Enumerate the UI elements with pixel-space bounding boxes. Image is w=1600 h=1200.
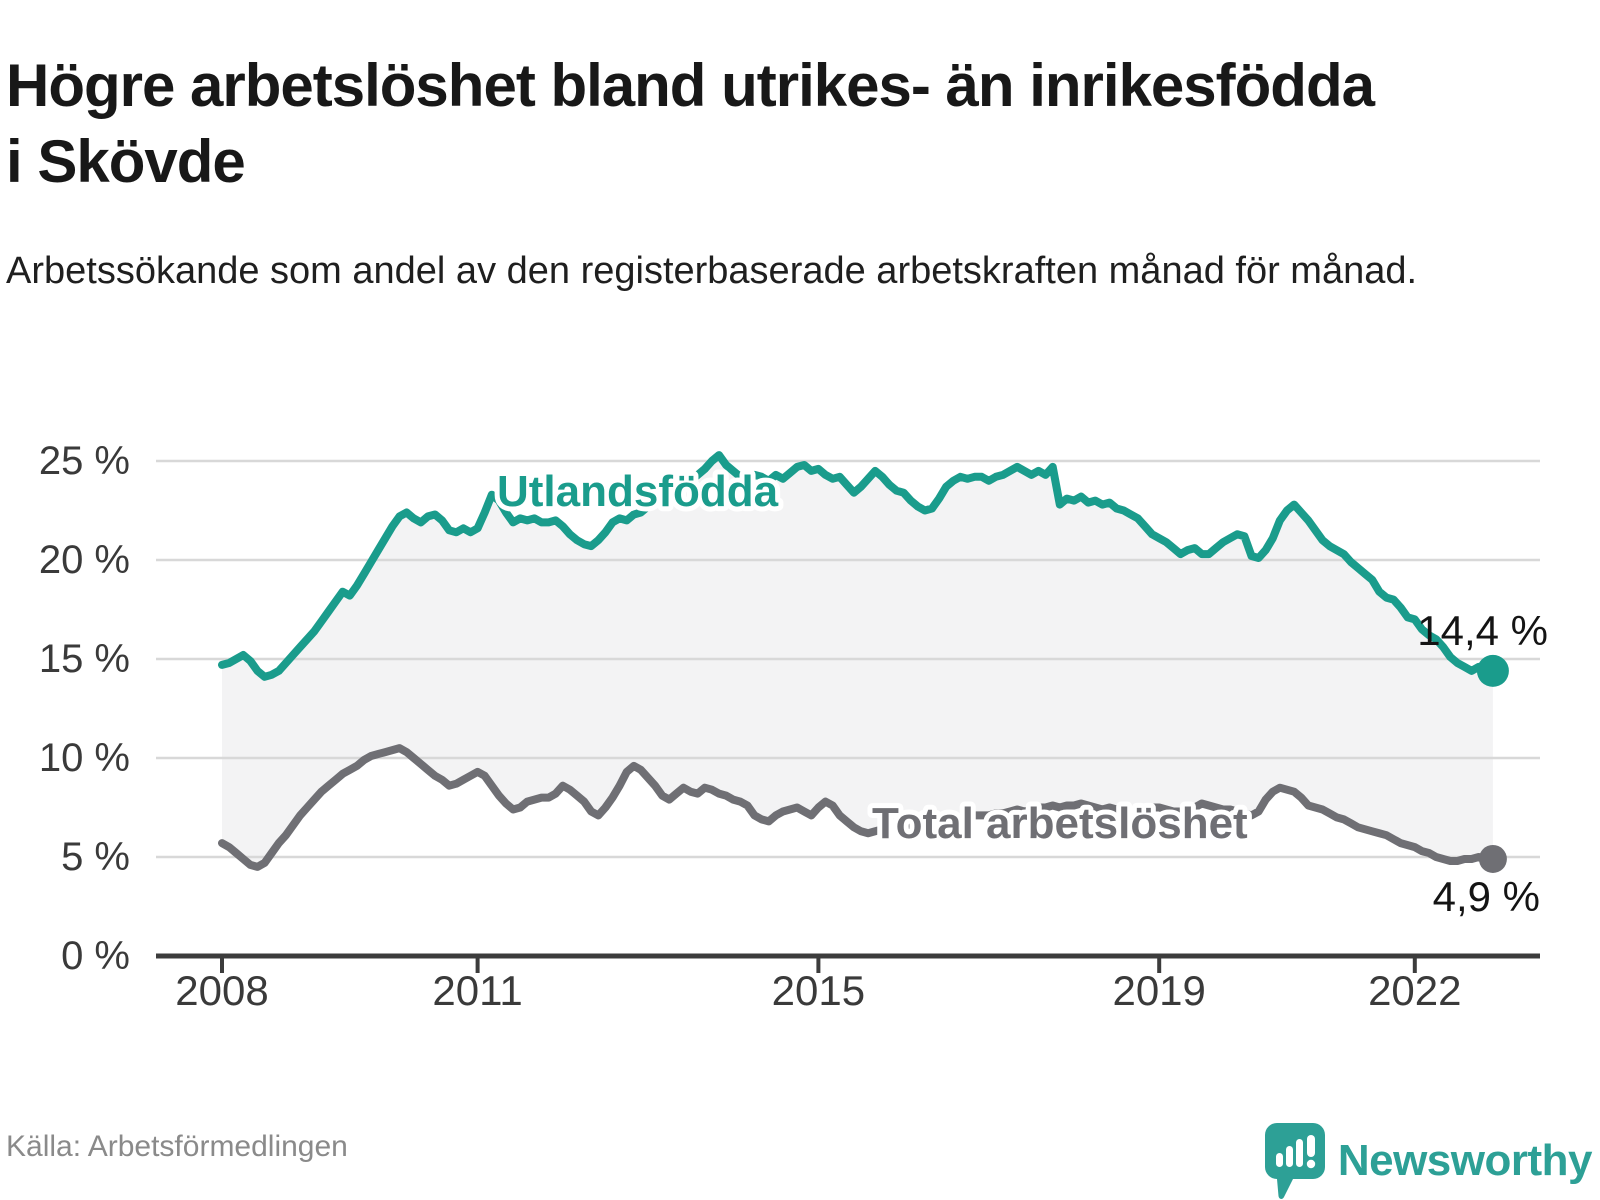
- y-axis-label-15: 15 %: [39, 637, 130, 681]
- series-line-total-arbetsloshet: [218, 744, 1497, 871]
- x-axis-label-2019: 2019: [1112, 967, 1205, 1014]
- y-axis-label-10: 10 %: [39, 736, 130, 780]
- x-axis-label-2015: 2015: [772, 967, 865, 1014]
- end-dot-utlandsfodda: [1476, 654, 1509, 687]
- x-axis-label-2022: 2022: [1368, 967, 1461, 1014]
- end-value-label-total: 4,9 %: [1433, 873, 1540, 920]
- y-axis-label-5: 5 %: [61, 835, 130, 879]
- end-value-label-utlandsfodda: 14,4 %: [1417, 607, 1548, 654]
- source-attribution: Källa: Arbetsförmedlingen: [6, 1130, 348, 1163]
- newsworthy-logo: Newsworthy: [1262, 1122, 1593, 1200]
- x-axis-label-2008: 2008: [175, 967, 268, 1014]
- newsworthy-speech-bubble-icon: [1264, 1123, 1325, 1199]
- series-label-total-arbetsloshet: Total arbetslöshet: [872, 799, 1248, 848]
- chart-subtitle: Arbetssökande som andel av den registerb…: [6, 250, 1418, 292]
- series-line-utlandsfodda: [218, 451, 1497, 681]
- band-between-series: [222, 455, 1493, 867]
- series-label-utlandsfodda: Utlandsfödda: [497, 467, 779, 516]
- newsworthy-wordmark: Newsworthy: [1337, 1136, 1593, 1185]
- y-axis-label-0: 0 %: [61, 934, 130, 978]
- page-title: Högre arbetslöshet bland utrikes- än inr…: [6, 52, 1375, 196]
- end-dot-total: [1478, 844, 1507, 873]
- x-axis-label-2011: 2011: [432, 967, 522, 1014]
- y-axis-label-25: 25 %: [39, 439, 130, 483]
- y-axis-label-20: 20 %: [39, 538, 130, 582]
